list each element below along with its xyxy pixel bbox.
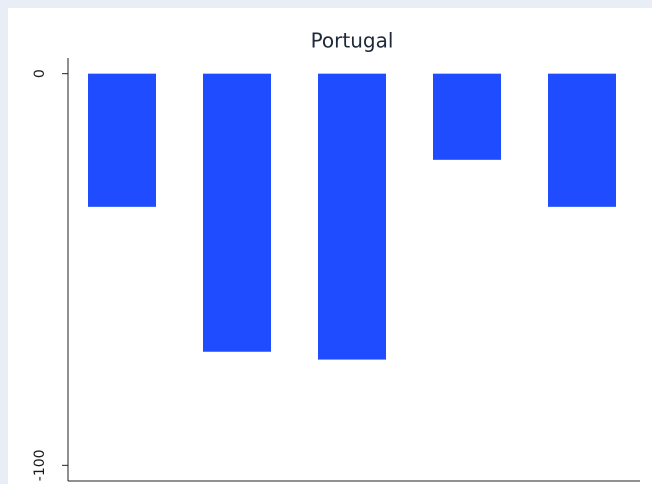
bar [318,73,386,360]
y-tick-label: 0 [32,69,48,78]
bar [433,73,501,160]
chart-title: Portugal [311,29,394,53]
bar [88,73,156,207]
bar [203,73,271,352]
bar [548,73,616,207]
y-tick-label: -100 [32,449,48,481]
